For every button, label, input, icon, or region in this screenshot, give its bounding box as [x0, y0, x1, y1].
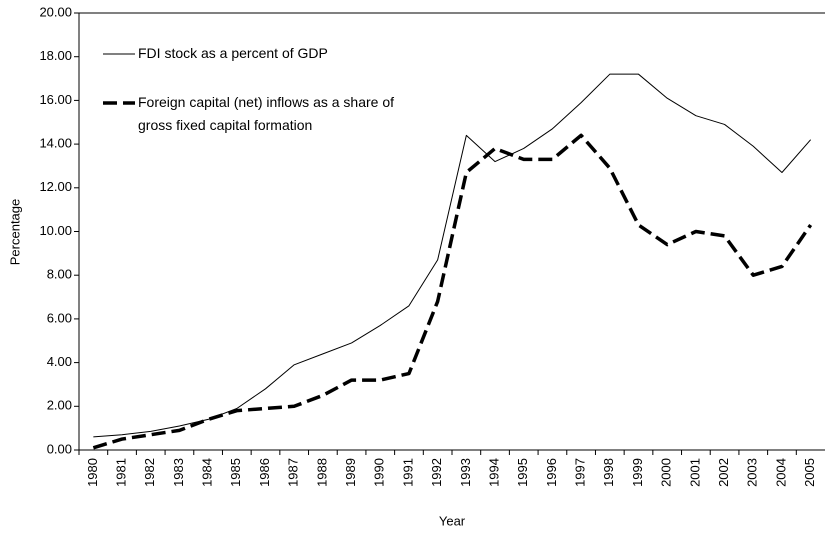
- y-tick-label: 14.00: [39, 136, 72, 151]
- x-tick-label: 1981: [113, 458, 128, 487]
- y-tick-label: 8.00: [47, 267, 72, 282]
- x-tick-label: 1992: [429, 458, 444, 487]
- y-axis-label: Percentage: [7, 199, 22, 266]
- x-tick-label: 1999: [630, 458, 645, 487]
- y-tick-label: 6.00: [47, 310, 72, 325]
- y-tick-label: 16.00: [39, 92, 72, 107]
- x-tick-label: 1989: [343, 458, 358, 487]
- y-tick-label: 0.00: [47, 441, 72, 456]
- y-tick-label: 10.00: [39, 223, 72, 238]
- y-tick-label: 12.00: [39, 179, 72, 194]
- x-axis-label: Year: [439, 513, 466, 528]
- x-tick-label: 1995: [515, 458, 530, 487]
- x-tick-label: 1980: [85, 458, 100, 487]
- x-tick-label: 1984: [200, 458, 215, 487]
- series-line: [92, 133, 813, 450]
- x-tick-label: 2001: [687, 458, 702, 487]
- x-tick-label: 1991: [400, 458, 415, 487]
- x-tick-label: 1987: [286, 458, 301, 487]
- x-tick-label: 1988: [314, 458, 329, 487]
- x-tick-label: 2003: [745, 458, 760, 487]
- x-tick-label: 1997: [573, 458, 588, 487]
- x-tick-label: 1985: [228, 458, 243, 487]
- y-tick-label: 4.00: [47, 354, 72, 369]
- x-tick-label: 1994: [486, 458, 501, 487]
- legend-label: FDI stock as a percent of GDP: [138, 45, 328, 61]
- legend-label: Foreign capital (net) inflows as a share…: [138, 94, 395, 133]
- x-tick-label: 2000: [659, 458, 674, 487]
- x-tick-label: 1982: [142, 458, 157, 487]
- x-tick-label: 2004: [773, 458, 788, 487]
- x-tick-label: 1996: [544, 458, 559, 487]
- y-tick-label: 18.00: [39, 48, 72, 63]
- y-tick-label: 2.00: [47, 398, 72, 413]
- x-tick-label: 1983: [171, 458, 186, 487]
- x-tick-label: 1990: [372, 458, 387, 487]
- x-tick-label: 1986: [257, 458, 272, 487]
- x-tick-label: 1998: [601, 458, 616, 487]
- x-tick-label: 1993: [458, 458, 473, 487]
- x-tick-label: 2002: [716, 458, 731, 487]
- x-tick-label: 2005: [802, 458, 817, 487]
- y-tick-label: 20.00: [39, 4, 72, 19]
